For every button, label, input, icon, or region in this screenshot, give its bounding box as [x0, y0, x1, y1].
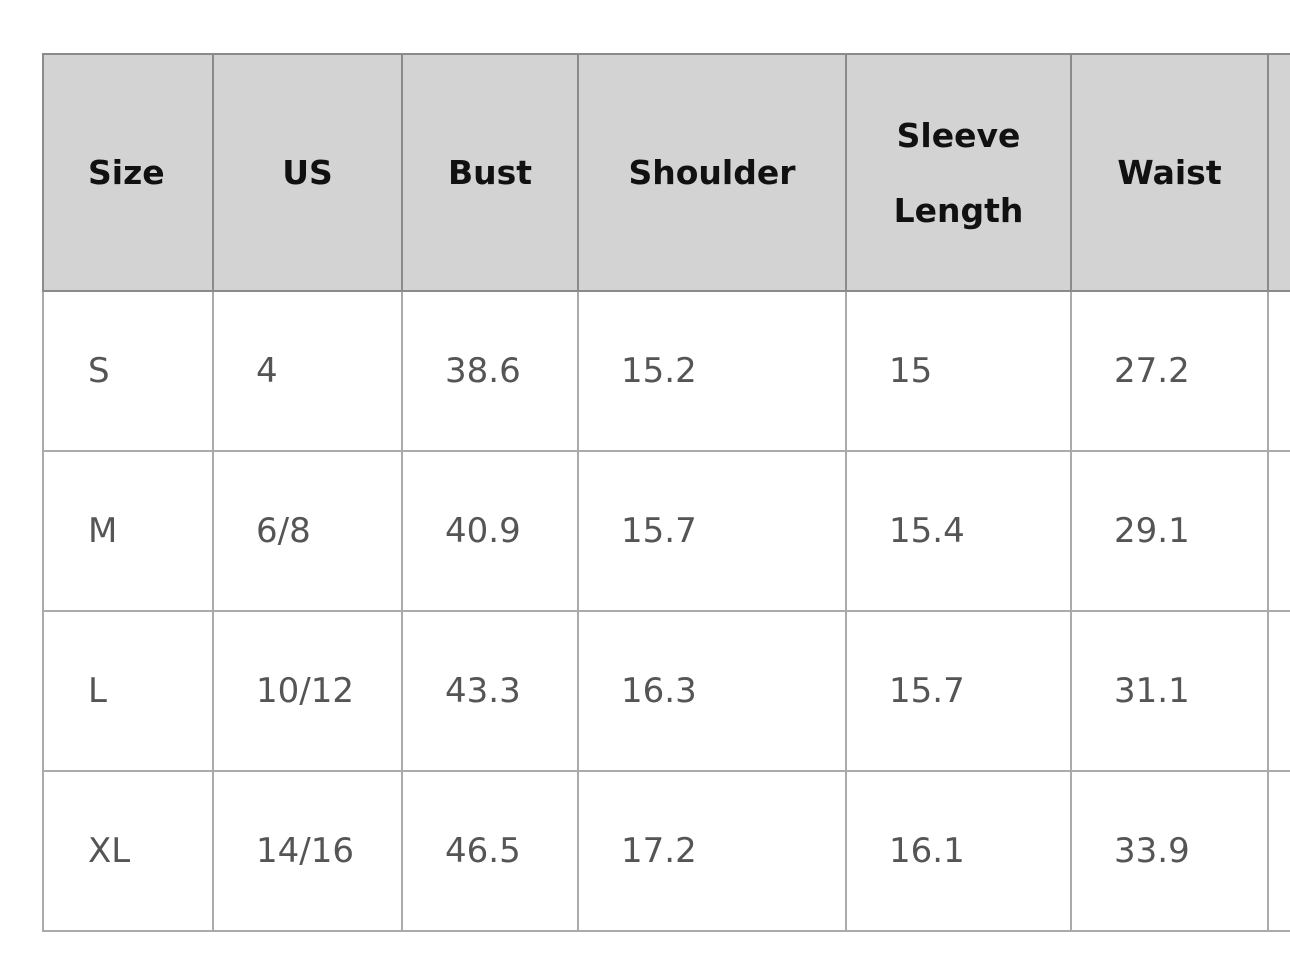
cell-bust: 43.3	[401, 610, 579, 772]
header-sleeve-length: Sleeve Length	[845, 53, 1072, 292]
cell-us: 4	[212, 290, 403, 452]
cell-cut-off	[1267, 450, 1290, 612]
header-waist: Waist	[1070, 53, 1269, 292]
cell-us: 10/12	[212, 610, 403, 772]
cell-waist: 31.1	[1070, 610, 1269, 772]
table-row: L 10/12 43.3 16.3 15.7 31.1	[42, 610, 1290, 772]
table-row: XL 14/16 46.5 17.2 16.1 33.9	[42, 770, 1290, 932]
cell-waist: 33.9	[1070, 770, 1269, 932]
cell-waist: 27.2	[1070, 290, 1269, 452]
cell-cut-off	[1267, 770, 1290, 932]
cell-sleeve-length: 16.1	[845, 770, 1072, 932]
cell-cut-off	[1267, 610, 1290, 772]
header-cut-off	[1267, 53, 1290, 292]
header-bust: Bust	[401, 53, 579, 292]
header-row: Size US Bust Shoulder Sleeve Length Wais…	[42, 53, 1290, 292]
cell-sleeve-length: 15.4	[845, 450, 1072, 612]
cell-sleeve-length: 15	[845, 290, 1072, 452]
cell-waist: 29.1	[1070, 450, 1269, 612]
cell-size: XL	[42, 770, 214, 932]
header-us: US	[212, 53, 403, 292]
table-row: S 4 38.6 15.2 15 27.2	[42, 290, 1290, 452]
cell-sleeve-length: 15.7	[845, 610, 1072, 772]
cell-shoulder: 15.2	[577, 290, 847, 452]
table-row: M 6/8 40.9 15.7 15.4 29.1	[42, 450, 1290, 612]
cell-us: 14/16	[212, 770, 403, 932]
header-size: Size	[42, 53, 214, 292]
cell-shoulder: 16.3	[577, 610, 847, 772]
cell-cut-off	[1267, 290, 1290, 452]
cell-shoulder: 17.2	[577, 770, 847, 932]
cell-size: S	[42, 290, 214, 452]
cell-size: L	[42, 610, 214, 772]
cell-bust: 46.5	[401, 770, 579, 932]
cell-bust: 40.9	[401, 450, 579, 612]
header-shoulder: Shoulder	[577, 53, 847, 292]
size-chart-table: Size US Bust Shoulder Sleeve Length Wais…	[42, 53, 1290, 932]
cell-size: M	[42, 450, 214, 612]
cell-bust: 38.6	[401, 290, 579, 452]
cell-shoulder: 15.7	[577, 450, 847, 612]
cell-us: 6/8	[212, 450, 403, 612]
